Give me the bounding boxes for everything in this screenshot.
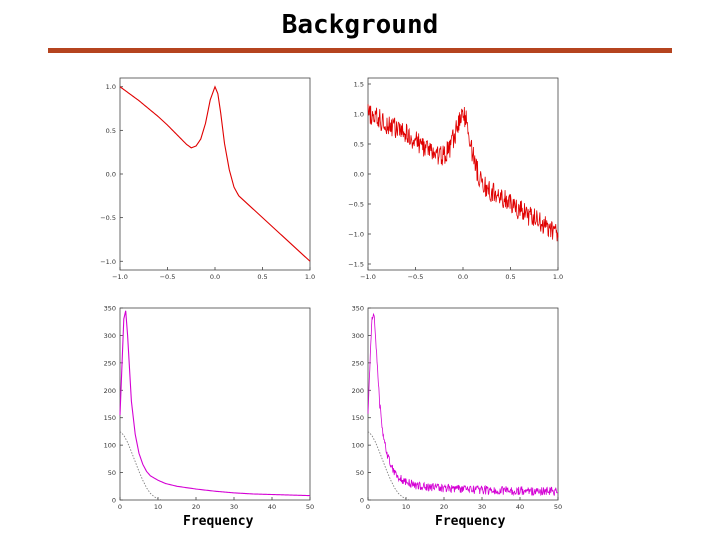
y-tick-label: 0.5 (106, 127, 116, 135)
y-tick-label: 150 (104, 414, 116, 422)
y-tick-label: 250 (352, 359, 364, 367)
x-tick-label: 0 (366, 503, 370, 511)
x-tick-label: 0.0 (458, 273, 468, 281)
x-tick-label: 20 (192, 503, 200, 511)
plot-frame (119, 77, 311, 271)
x-tick-label: 0.5 (505, 273, 515, 281)
y-tick-label: 300 (104, 332, 116, 340)
series-line (367, 104, 559, 242)
y-tick-label: −1.5 (348, 261, 364, 269)
y-tick-label: −1.0 (348, 231, 364, 239)
series-line (367, 312, 559, 497)
x-tick-label: 0.5 (257, 273, 267, 281)
y-tick-label: 1.5 (354, 81, 364, 89)
plot-frame (367, 77, 559, 271)
y-tick-label: 200 (352, 387, 364, 395)
plot-frame (119, 307, 311, 501)
y-tick-label: 0.0 (354, 171, 364, 179)
title-rule (48, 48, 672, 53)
x-tick-label: 30 (478, 503, 486, 511)
y-tick-label: 0 (360, 497, 364, 505)
y-tick-label: 100 (352, 442, 364, 450)
x-tick-label: 50 (554, 503, 562, 511)
x-tick-label: 50 (306, 503, 314, 511)
plot-clean-signal: −1.0 −0.5 0.0 0.5 1.0 −1.0 −0.5 0.0 0.5 1.0 (100, 77, 315, 281)
plot-clean-spectrum: 0 10 20 30 40 50 0 50 100 150 200 250 300 350 (104, 305, 315, 512)
y-tick-label: 0.5 (354, 141, 364, 149)
y-tick-label: 250 (104, 359, 116, 367)
x-tick-label: 1.0 (553, 273, 563, 281)
y-tick-label: −1.0 (100, 258, 116, 266)
y-tick-label: 150 (352, 414, 364, 422)
plot-noisy-spectrum: 0 10 20 30 40 50 0 50 100 150 200 250 300 350 (352, 305, 563, 512)
y-tick-label: 0 (112, 497, 116, 505)
y-tick-label: 1.0 (354, 111, 364, 119)
slide-title: Background (281, 10, 439, 40)
x-tick-label: 40 (268, 503, 276, 511)
y-tick-label: 1.0 (106, 83, 116, 91)
plot-noisy-signal: −1.0 −0.5 0.0 0.5 1.0 −1.5 −1.0 −0.5 0.0 0.5 1.0 1.… (348, 77, 563, 281)
y-tick-label: 0.0 (106, 171, 116, 179)
x-tick-label: 30 (230, 503, 238, 511)
x-tick-label: −1.0 (112, 273, 128, 281)
y-tick-label: 100 (104, 442, 116, 450)
reference-series-line (119, 431, 162, 501)
y-tick-label: 50 (356, 469, 364, 477)
reference-series-line (367, 431, 410, 501)
x-axis-label-left: Frequency (183, 514, 254, 529)
y-tick-label: −0.5 (100, 214, 116, 222)
y-tick-label: 300 (352, 332, 364, 340)
y-tick-label: 350 (352, 305, 364, 313)
y-tick-label: −0.5 (348, 201, 364, 209)
x-axis-label-right: Frequency (435, 514, 506, 529)
x-tick-label: 20 (440, 503, 448, 511)
y-tick-label: 350 (104, 305, 116, 313)
series-line (119, 310, 311, 497)
x-tick-label: −0.5 (408, 273, 424, 281)
x-tick-label: 10 (154, 503, 162, 511)
x-tick-label: 40 (516, 503, 524, 511)
plot-frame (367, 307, 559, 501)
x-tick-label: −0.5 (160, 273, 176, 281)
x-tick-label: 0.0 (210, 273, 220, 281)
y-tick-label: 50 (108, 469, 116, 477)
x-tick-label: 10 (402, 503, 410, 511)
series-line (119, 85, 311, 262)
x-tick-label: 1.0 (305, 273, 315, 281)
x-tick-label: −1.0 (360, 273, 376, 281)
y-tick-label: 200 (104, 387, 116, 395)
x-tick-label: 0 (118, 503, 122, 511)
